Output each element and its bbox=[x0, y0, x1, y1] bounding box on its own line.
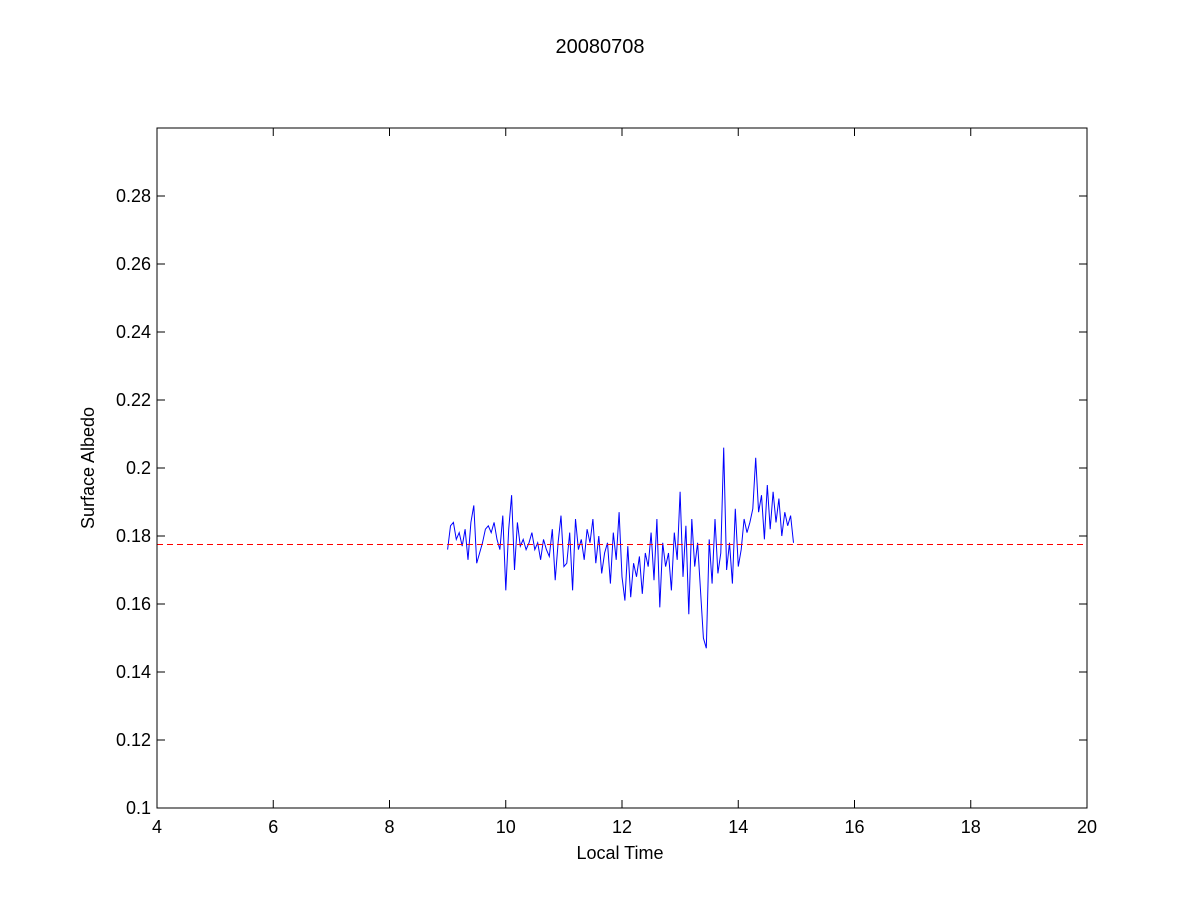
x-tick-label: 8 bbox=[384, 817, 394, 837]
y-tick-label: 0.28 bbox=[116, 186, 151, 206]
y-axis-label: Surface Albedo bbox=[78, 407, 98, 529]
x-tick-label: 10 bbox=[496, 817, 516, 837]
chart-title: 20080708 bbox=[556, 36, 645, 58]
x-tick-label: 14 bbox=[728, 817, 748, 837]
x-tick-label: 6 bbox=[268, 817, 278, 837]
y-tick-label: 0.24 bbox=[116, 322, 151, 342]
x-tick-label: 12 bbox=[612, 817, 632, 837]
x-tick-label: 16 bbox=[844, 817, 864, 837]
x-axis-ticks: 4 6 8 10 12 14 16 18 20 bbox=[152, 128, 1097, 837]
y-tick-label: 0.26 bbox=[116, 254, 151, 274]
y-tick-label: 0.12 bbox=[116, 730, 151, 750]
y-tick-label: 0.16 bbox=[116, 594, 151, 614]
y-tick-label: 0.1 bbox=[126, 798, 151, 818]
x-tick-label: 18 bbox=[961, 817, 981, 837]
x-tick-label: 4 bbox=[152, 817, 162, 837]
x-axis-label: Local Time bbox=[576, 843, 663, 863]
plot-area bbox=[157, 128, 1087, 808]
y-tick-label: 0.2 bbox=[126, 458, 151, 478]
y-tick-label: 0.14 bbox=[116, 662, 151, 682]
y-tick-label: 0.22 bbox=[116, 390, 151, 410]
y-tick-label: 0.18 bbox=[116, 526, 151, 546]
x-tick-label: 20 bbox=[1077, 817, 1097, 837]
series-layer bbox=[157, 447, 1087, 649]
y-axis-ticks: 0.1 0.12 0.14 0.16 0.18 0.2 0.22 0.24 0.26 0.28 bbox=[116, 186, 1087, 818]
